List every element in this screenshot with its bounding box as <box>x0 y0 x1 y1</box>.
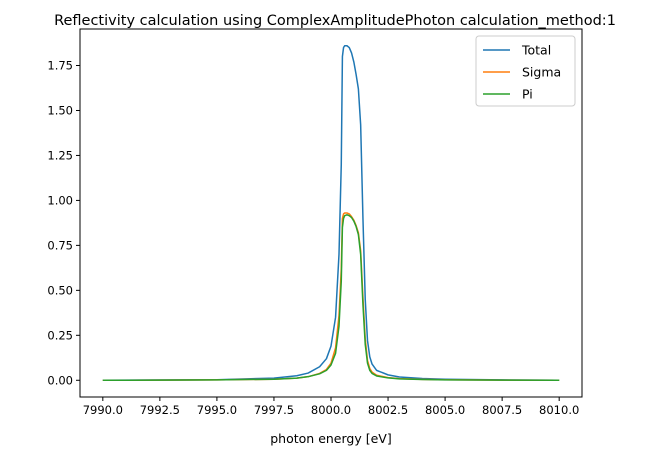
chart-title: Reflectivity calculation using ComplexAm… <box>54 13 616 29</box>
legend-label-sigma: Sigma <box>522 65 561 80</box>
y-tick-label: 0.25 <box>47 328 73 342</box>
y-tick-label: 1.75 <box>47 59 73 73</box>
x-tick-label: 7992.5 <box>140 403 180 417</box>
y-tick-label: 1.25 <box>47 148 73 162</box>
x-tick-label: 7997.5 <box>254 403 294 417</box>
series-line-pi <box>102 214 560 382</box>
x-axis-ticks: 7990.0 7992.5 7995.0 7997.5 8000.0 8002.5 8005… <box>83 397 579 417</box>
y-tick-label: 1.00 <box>47 193 73 207</box>
y-tick-label: 1.50 <box>47 103 73 117</box>
x-tick-label: 7990.0 <box>83 403 123 417</box>
x-tick-label: 8000.0 <box>311 403 351 417</box>
x-tick-label: 8005.0 <box>425 403 465 417</box>
y-tick-label: 0.00 <box>47 373 73 387</box>
x-tick-label: 7995.0 <box>197 403 237 417</box>
legend: Total Sigma Pi <box>475 35 576 107</box>
x-tick-label: 8007.5 <box>482 403 522 417</box>
legend-box <box>475 35 576 107</box>
legend-label-pi: Pi <box>522 87 533 102</box>
x-tick-label: 8010.0 <box>539 403 579 417</box>
plot-area <box>102 44 560 382</box>
y-axis-ticks: 0.00 0.25 0.50 0.75 1.00 1.25 1.50 1.75 <box>47 59 80 387</box>
y-tick-label: 0.50 <box>47 283 73 297</box>
series-line-total <box>102 44 560 382</box>
x-tick-label: 8002.5 <box>368 403 408 417</box>
x-axis-label: photon energy [eV] <box>270 431 391 446</box>
y-tick-label: 0.75 <box>47 238 73 252</box>
legend-label-total: Total <box>521 43 551 58</box>
